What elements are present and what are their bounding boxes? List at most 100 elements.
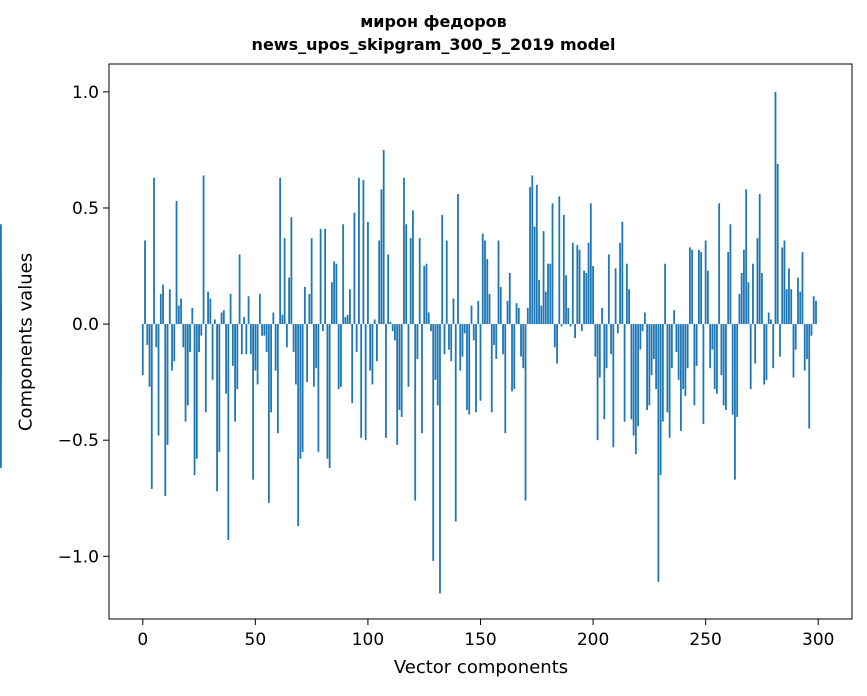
bar (648, 324, 651, 406)
bar (812, 296, 815, 325)
bar (427, 312, 430, 325)
bar (486, 259, 489, 325)
bar (290, 217, 293, 325)
bar (301, 324, 304, 452)
bar (387, 254, 390, 325)
bar (747, 282, 750, 325)
bar (700, 252, 703, 325)
bar (799, 291, 802, 325)
bar (218, 324, 221, 452)
bar (679, 324, 682, 431)
bar (281, 314, 284, 325)
bar (553, 324, 556, 348)
bar (731, 324, 734, 415)
bar (637, 324, 640, 427)
y-axis-label: Components values (15, 252, 37, 432)
bar (803, 324, 806, 371)
bar (695, 324, 698, 366)
bar (166, 324, 169, 445)
bar (675, 324, 678, 352)
bar (725, 324, 727, 410)
bar (580, 324, 583, 332)
bar (526, 307, 529, 325)
bar (661, 324, 664, 422)
bar (346, 314, 349, 325)
bar (204, 324, 207, 413)
bar (466, 324, 468, 410)
bar (797, 277, 799, 325)
bar (256, 324, 259, 385)
bar (225, 324, 227, 394)
bar (576, 245, 579, 325)
bar (202, 175, 205, 325)
bar (362, 180, 365, 325)
bar (216, 324, 218, 492)
bar (682, 324, 685, 390)
bar (263, 324, 266, 336)
bar (558, 196, 561, 325)
bar (358, 177, 360, 325)
bar (409, 238, 412, 325)
bar (430, 324, 432, 332)
bar (779, 324, 781, 357)
bar (484, 240, 486, 325)
bar (441, 214, 444, 325)
bar (164, 324, 167, 496)
bar (634, 324, 637, 455)
bar (434, 324, 437, 380)
bar (592, 266, 594, 325)
bar (272, 312, 275, 325)
bar (288, 277, 291, 325)
bar (612, 324, 615, 448)
bar (790, 289, 793, 325)
bar (369, 324, 372, 371)
x-tick-label: 100 (352, 630, 384, 650)
bar (200, 324, 203, 336)
bar (583, 270, 585, 325)
bar (184, 324, 187, 422)
bar (513, 324, 516, 390)
bar (693, 324, 696, 406)
bar (459, 324, 462, 371)
bar (191, 307, 194, 325)
bar (515, 303, 518, 325)
bar (630, 324, 633, 420)
bar (150, 324, 153, 489)
bar (740, 273, 743, 325)
bar (477, 300, 480, 325)
bar (752, 263, 754, 325)
bar (788, 268, 790, 325)
bar (574, 324, 576, 339)
bar (481, 233, 484, 325)
bar (702, 324, 705, 424)
bar (607, 254, 610, 325)
bar (315, 324, 318, 369)
bar (806, 324, 808, 359)
bar (418, 238, 421, 325)
bar (567, 307, 570, 325)
x-tick-label: 200 (577, 630, 609, 650)
bar (727, 252, 730, 325)
bar (414, 324, 417, 501)
bar (493, 324, 495, 345)
bar (729, 224, 732, 325)
bar (650, 324, 653, 376)
bar (285, 324, 288, 348)
bar (499, 286, 502, 325)
bar (749, 324, 752, 390)
bar (585, 273, 588, 325)
bar (734, 324, 736, 480)
bar (517, 307, 520, 325)
bar (321, 324, 324, 332)
bar (479, 324, 482, 401)
bar (686, 324, 689, 369)
bar (711, 324, 714, 350)
bar (252, 324, 254, 480)
bar (556, 324, 558, 364)
bar (349, 289, 351, 325)
bar (400, 324, 403, 417)
bar (303, 286, 306, 325)
bar (720, 324, 723, 376)
bar (385, 324, 387, 438)
bar (643, 312, 646, 325)
